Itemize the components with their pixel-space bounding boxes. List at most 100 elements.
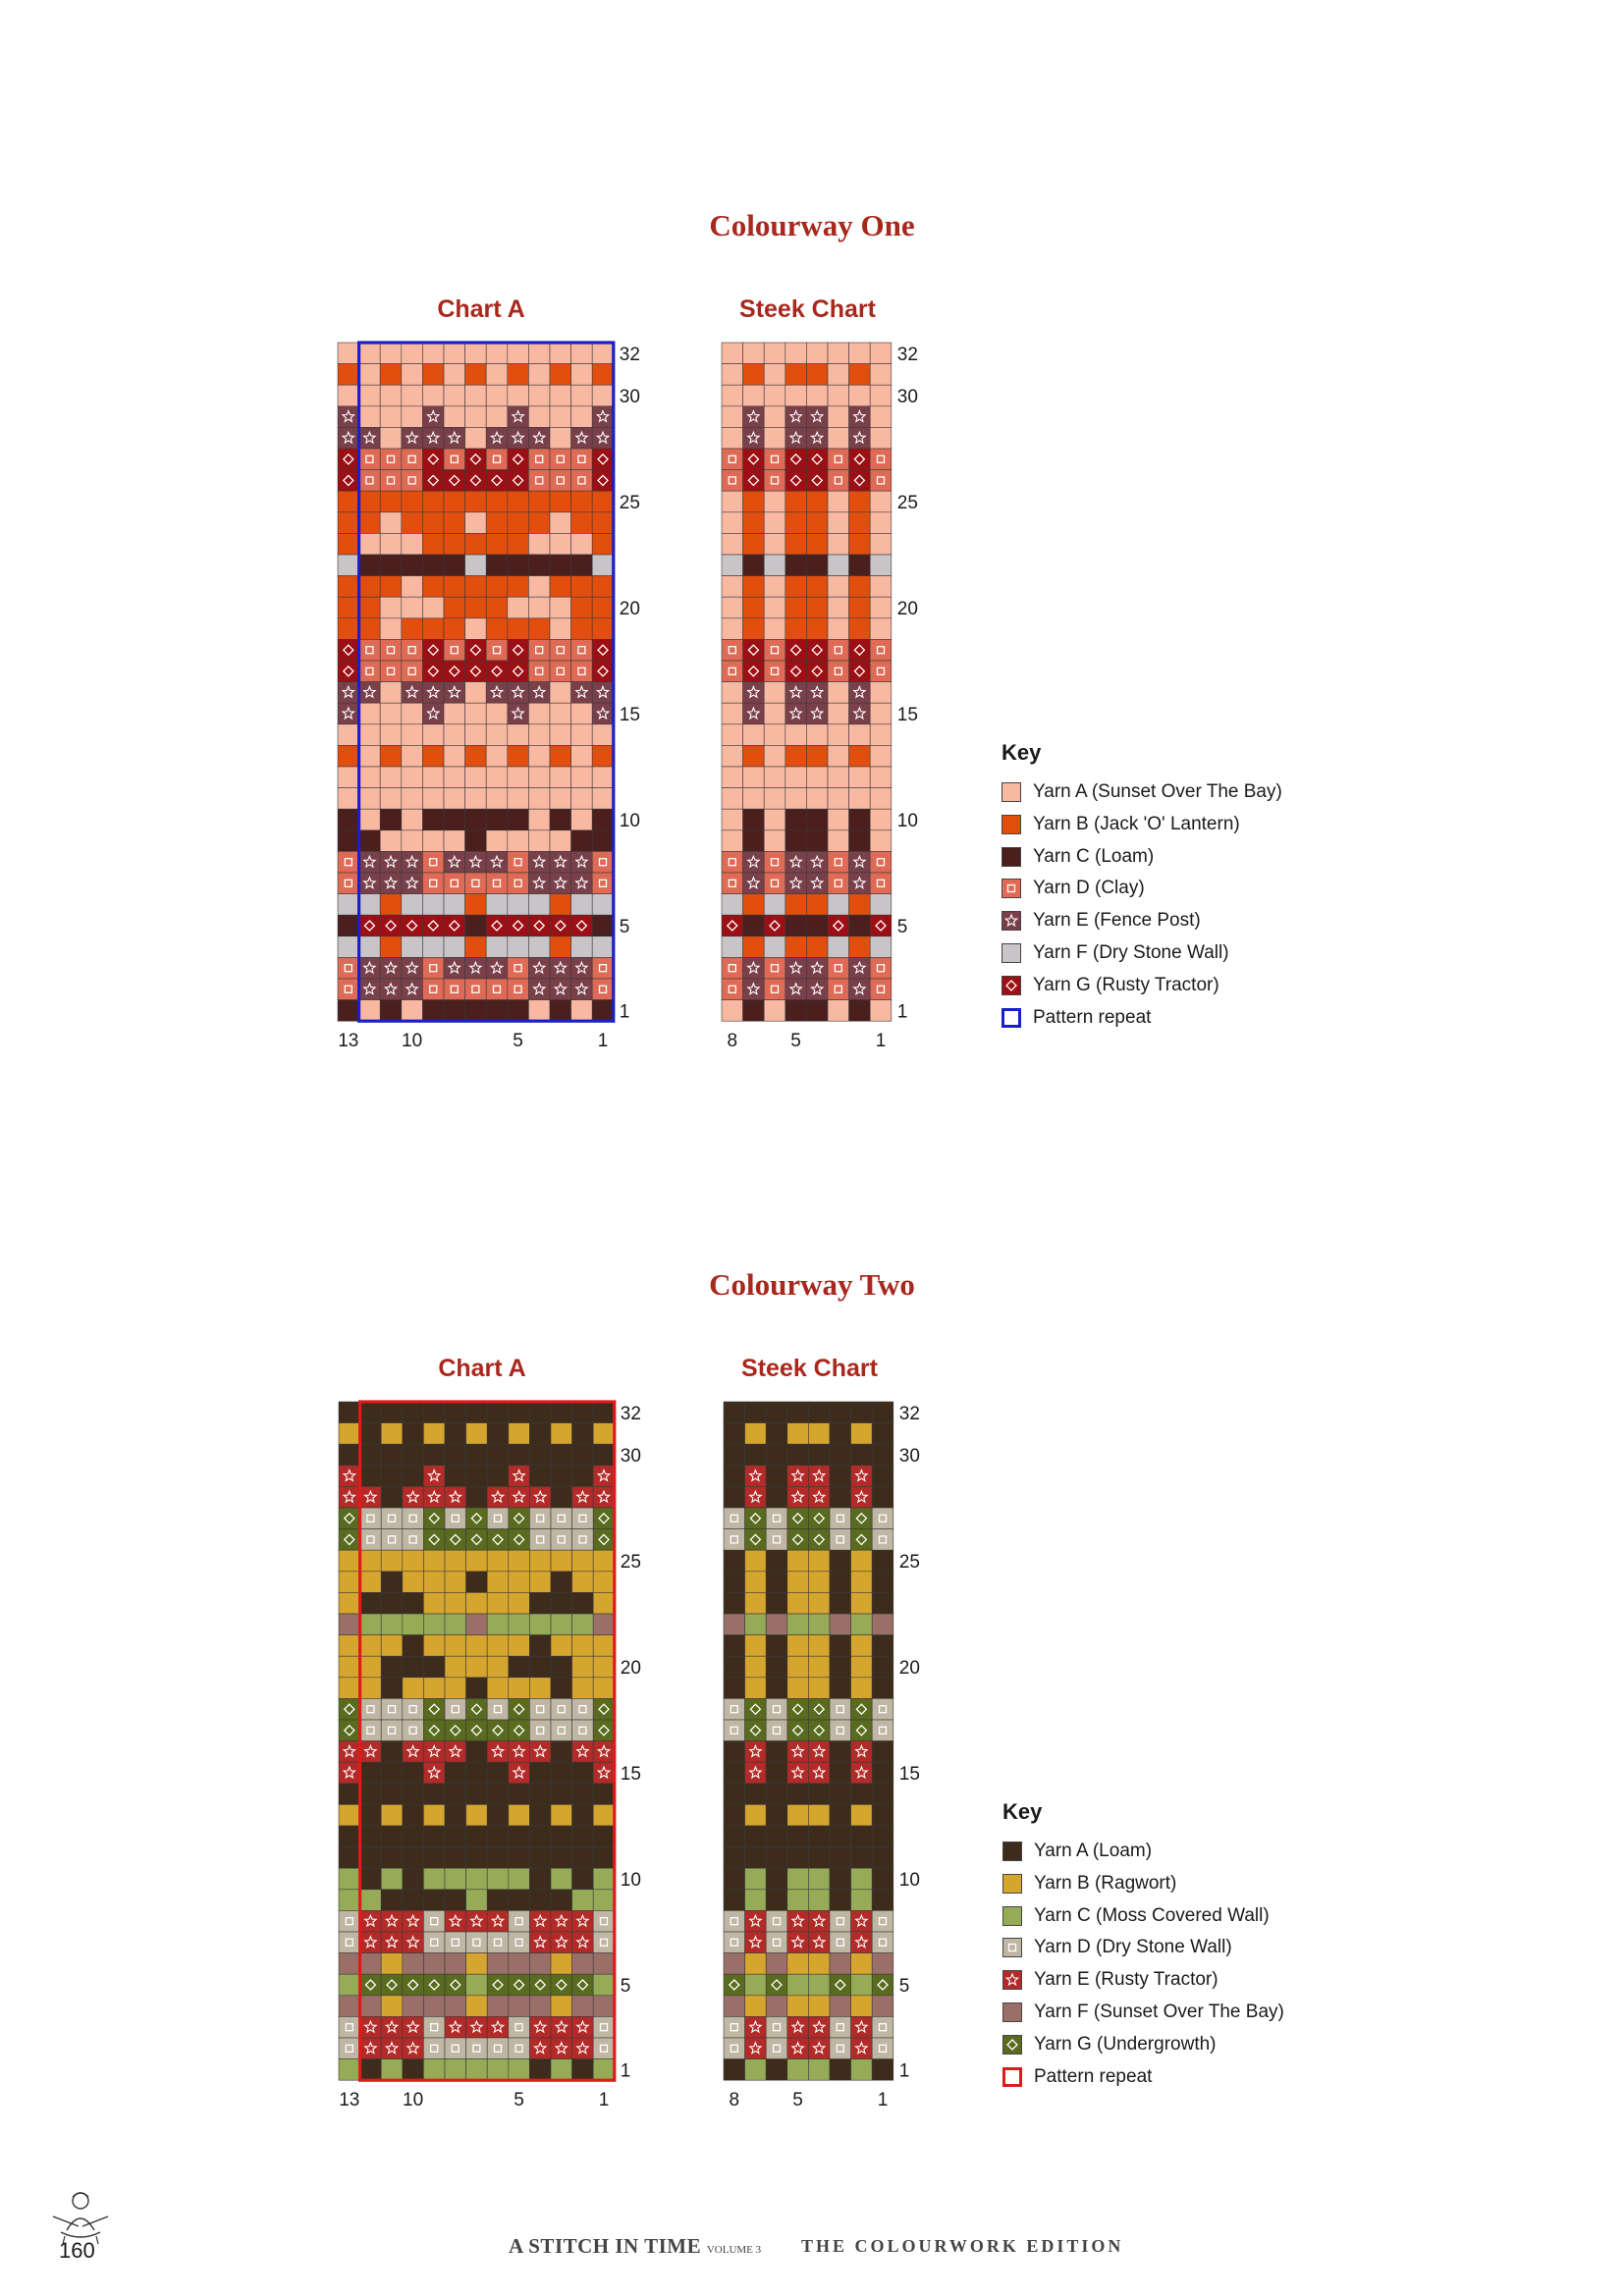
colourway-one-chart-a-stitch — [422, 617, 445, 640]
colourway-one-steek-stitch — [785, 702, 807, 725]
colourway-one-chart-a-stitch — [379, 490, 403, 513]
colourway-two-steek-stitch — [765, 1613, 788, 1635]
colourway-one-chart-a-stitch — [422, 723, 445, 746]
colourway-one-chart-a-stitch — [528, 617, 551, 640]
colourway-two-steek-stitch — [829, 1995, 851, 2017]
colourway-two-chart-a-stitch — [359, 1761, 382, 1785]
colourway-two-steek-stitch — [871, 1698, 894, 1721]
colourway-one-chart-a-stitch — [422, 957, 445, 980]
colourway-one-chart-a-stitch — [379, 872, 403, 894]
colourway-two-steek-column-label: 1 — [878, 2090, 889, 2110]
colourway-two-chart-a-stitch — [338, 1613, 360, 1635]
colourway-one-steek-stitch — [827, 342, 849, 364]
colourway-two-steek-stitch — [765, 1889, 788, 1911]
colourway-one-chart-a-stitch — [337, 745, 359, 768]
colourway-two-steek-stitch — [829, 1422, 851, 1445]
key-item-yarn-d: Yarn D (Clay) — [1001, 876, 1145, 901]
colourway-one-chart-a-stitch — [507, 490, 529, 513]
colourway-two-steek-stitch — [723, 1973, 745, 1997]
colourway-one-chart-a-stitch — [358, 533, 381, 556]
colourway-two-chart-a-row-label: 15 — [621, 1764, 641, 1785]
colourway-one-steek-stitch — [785, 978, 807, 1000]
colourway-two-chart-a-stitch — [338, 1952, 360, 1975]
colourway-two-steek-stitch — [744, 1698, 767, 1721]
colourway-one-steek-stitch — [806, 617, 829, 640]
colourway-one-chart-a-stitch — [528, 448, 551, 470]
colourway-one-chart-a-stitch — [507, 808, 529, 831]
colourway-two-chart-a-stitch — [486, 1867, 510, 1891]
colourway-two-steek-stitch — [871, 1740, 894, 1763]
colourway-two-chart-a-stitch — [508, 1740, 530, 1763]
colourway-two-chart-a-stitch — [444, 1549, 466, 1573]
colourway-one-chart-a-stitch — [591, 872, 615, 894]
colourway-one-chart-a-stitch — [464, 808, 487, 831]
colourway-one-chart-a-stitch — [337, 808, 359, 831]
colourway-two-steek-stitch — [765, 1761, 788, 1785]
colourway-one-chart-a-stitch — [570, 427, 593, 450]
colourway-two-steek-stitch — [765, 2037, 788, 2059]
key-item-yarn-g: Yarn G (Rusty Tractor) — [1001, 973, 1219, 998]
colourway-one-chart-a-stitch — [464, 935, 487, 958]
colourway-two-chart-a-stitch — [444, 1401, 466, 1423]
colourway-one-chart-a-stitch — [443, 639, 465, 662]
colourway-one-steek-stitch — [869, 957, 893, 980]
colourway-two-steek-stitch — [829, 1549, 851, 1573]
colourway-two-chart-a-stitch — [338, 1889, 360, 1911]
colourway-two-steek-stitch — [850, 1422, 873, 1445]
colourway-two-steek-stitch — [765, 1634, 788, 1657]
colourway-two-chart-a-stitch — [592, 1655, 616, 1679]
colourway-one-steek-stitch — [763, 957, 786, 980]
colourway-one-chart-a-stitch — [507, 978, 529, 1000]
colourway-two-steek-stitch — [723, 1528, 745, 1551]
colourway-one-steek-stitch — [806, 639, 829, 662]
colourway-two-chart-a-stitch — [402, 2037, 424, 2059]
colourway-one-steek-stitch — [806, 787, 829, 810]
colourway-two-steek-stitch — [786, 1740, 809, 1763]
colourway-two-chart-a-stitch — [508, 1867, 530, 1891]
colourway-two-chart-a-stitch — [338, 1931, 360, 1953]
colourway-one-chart-a-stitch — [528, 363, 551, 386]
colourway-two-chart-a-stitch — [444, 1465, 466, 1487]
colourway-one-chart-a-stitch — [337, 511, 359, 534]
colourway-two-steek-stitch — [765, 1443, 788, 1467]
colourway-one-steek-stitch — [848, 872, 871, 894]
colourway-one-chart-a-stitch — [464, 766, 487, 788]
colourway-one-steek-stitch — [827, 384, 849, 407]
colourway-two-chart-a-stitch — [550, 1846, 572, 1869]
colourway-two-chart-a-stitch — [402, 1465, 424, 1487]
colourway-one-chart-a-stitch — [464, 723, 487, 746]
colourway-one-steek-stitch — [742, 469, 765, 492]
colourway-one-chart-a-stitch — [528, 787, 551, 810]
colourway-one-chart-a-stitch — [337, 787, 359, 810]
colourway-two-chart-a-stitch — [338, 1783, 360, 1805]
colourway-two-chart-a-stitch — [486, 1761, 510, 1785]
colourway-two-chart-a-stitch — [359, 1465, 382, 1487]
colourway-two-steek-stitch — [765, 1931, 788, 1953]
colourway-one-chart-a-stitch — [443, 363, 465, 386]
colourway-one-steek-stitch — [721, 723, 743, 746]
colourway-one-chart-a-stitch — [507, 681, 529, 704]
colourway-one-steek-stitch — [869, 639, 893, 662]
colourway-one-chart-a-stitch — [358, 893, 381, 916]
colourway-one-chart-a-stitch — [422, 511, 445, 534]
colourway-one-chart-a-stitch — [358, 617, 381, 640]
colourway-one-chart-a-stitch — [591, 893, 615, 916]
key-item-label: Yarn D (Clay) — [1033, 878, 1145, 899]
colourway-one-steek-stitch — [742, 681, 765, 704]
colourway-one-steek-stitch — [763, 681, 786, 704]
colourway-one-chart-a-stitch — [485, 554, 509, 576]
colourway-two-steek-stitch — [723, 1613, 745, 1635]
colourway-one-chart-a-stitch — [528, 829, 551, 852]
colourway-one-steek-stitch — [763, 914, 786, 937]
colourway-two-steek-stitch — [786, 1486, 809, 1509]
colourway-two-steek-stitch — [829, 1592, 851, 1615]
yarn-swatch — [1001, 879, 1021, 899]
colourway-one-steek-stitch — [827, 745, 849, 768]
colourway-two-steek-stitch — [765, 1655, 788, 1679]
colourway-one-chart-a-stitch — [528, 957, 551, 980]
colourway-two-chart-a-stitch — [338, 2058, 360, 2081]
colourway-one-chart-a-stitch — [401, 999, 423, 1022]
colourway-two-chart-a-stitch — [508, 1677, 530, 1699]
colourway-two-chart-a-stitch — [444, 1507, 466, 1529]
colourway-two-chart-a-stitch — [359, 1804, 382, 1827]
